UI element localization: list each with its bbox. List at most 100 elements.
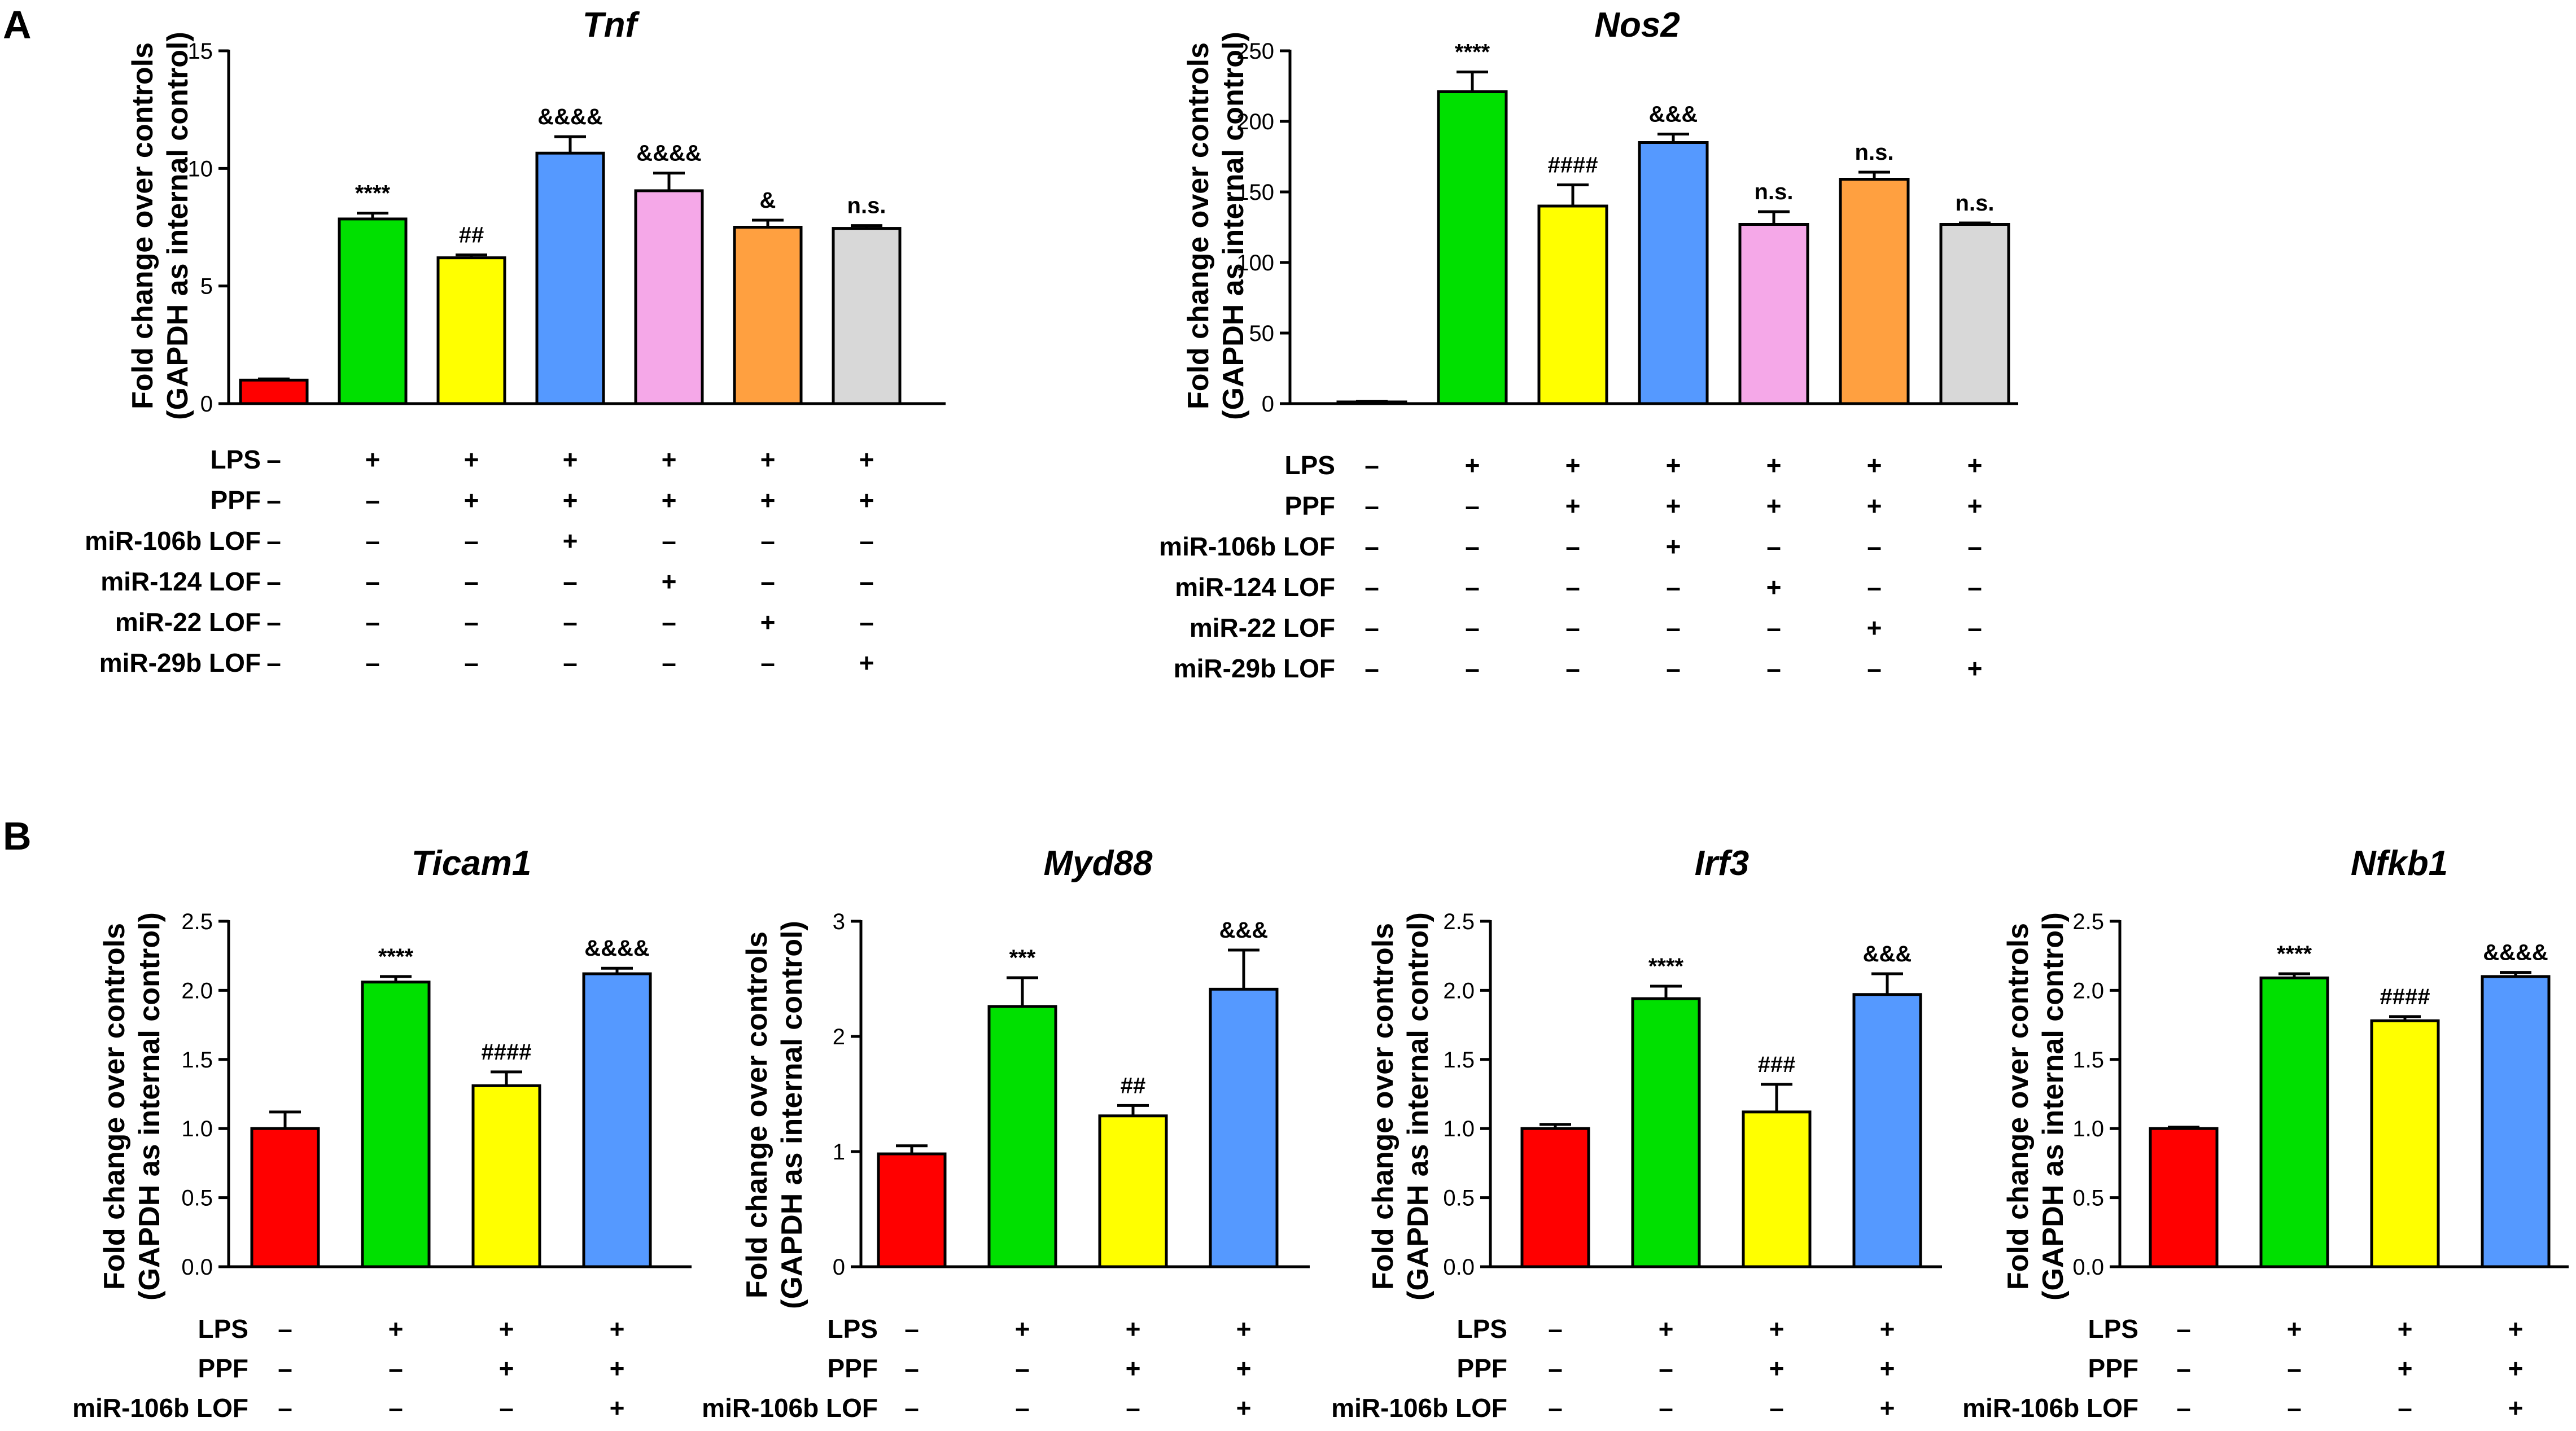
y-tick-label: 1.5 xyxy=(1443,1048,1475,1073)
significance-label: #### xyxy=(2380,984,2430,1009)
condition-label: miR-22 LOF xyxy=(1189,613,1335,642)
condition-sign: + xyxy=(1766,450,1782,480)
condition-label: LPS xyxy=(2088,1314,2138,1344)
condition-sign: + xyxy=(499,1314,514,1344)
condition-sign: – xyxy=(563,567,578,596)
y-tick-label: 1.0 xyxy=(181,1117,213,1141)
condition-sign: + xyxy=(388,1314,404,1344)
condition-sign: + xyxy=(464,445,479,474)
condition-sign: – xyxy=(1465,654,1480,683)
condition-label: PPF xyxy=(2088,1354,2138,1383)
bar xyxy=(2481,975,2551,1268)
y-tick-label: 0 xyxy=(200,392,213,417)
y-tick-label: 1.0 xyxy=(1443,1117,1475,1141)
condition-label: PPF xyxy=(1285,491,1335,520)
y-tick-label: 2.0 xyxy=(181,978,213,1003)
condition-sign: – xyxy=(365,526,380,555)
condition-sign: – xyxy=(1565,613,1580,642)
condition-sign: – xyxy=(464,567,479,596)
condition-sign: – xyxy=(1766,532,1781,561)
condition-sign: + xyxy=(1867,613,1882,642)
y-tick-label: 0.5 xyxy=(181,1186,213,1211)
significance-label: &&&& xyxy=(584,936,650,961)
significance-label: &&&& xyxy=(636,141,702,166)
condition-sign: – xyxy=(904,1393,919,1423)
bar xyxy=(1738,223,1809,405)
bar xyxy=(1939,223,2010,405)
condition-sign: – xyxy=(662,526,676,555)
condition-sign: – xyxy=(859,567,874,596)
condition-sign: – xyxy=(1364,654,1379,683)
y-axis-label: Fold change over controls xyxy=(126,42,159,409)
condition-label: miR-124 LOF xyxy=(100,567,261,596)
condition-sign: – xyxy=(1867,572,1882,602)
condition-sign: + xyxy=(1867,450,1882,480)
condition-sign: – xyxy=(859,526,874,555)
condition-sign: + xyxy=(1769,1314,1785,1344)
condition-sign: – xyxy=(365,648,380,677)
panel-label-b: B xyxy=(3,814,32,858)
condition-sign: + xyxy=(1236,1314,1252,1344)
condition-sign: – xyxy=(563,607,578,637)
y-axis-label: Fold change over controls xyxy=(2002,923,2035,1290)
significance-label: **** xyxy=(2277,942,2312,966)
condition-sign: – xyxy=(2176,1314,2191,1344)
condition-sign: – xyxy=(464,526,479,555)
condition-sign: + xyxy=(1967,654,1983,683)
condition-sign: – xyxy=(1565,654,1580,683)
condition-sign: – xyxy=(904,1354,919,1383)
condition-sign: – xyxy=(278,1354,292,1383)
y-axis-label: (GAPDH as internal control) xyxy=(1217,32,1250,420)
condition-sign: + xyxy=(859,445,874,474)
significance-label: &&& xyxy=(1649,102,1698,127)
y-axis-label: (GAPDH as internal control) xyxy=(776,921,808,1309)
condition-sign: – xyxy=(2287,1354,2302,1383)
condition-sign: – xyxy=(388,1393,403,1423)
condition-sign: + xyxy=(760,607,776,637)
chart-title: Nos2 xyxy=(1594,6,1680,45)
condition-sign: – xyxy=(464,607,479,637)
significance-label: **** xyxy=(378,944,414,969)
y-tick-label: 200 xyxy=(1236,110,1274,134)
y-tick-label: 0.0 xyxy=(181,1255,213,1280)
condition-sign: + xyxy=(563,485,578,515)
condition-sign: – xyxy=(2287,1393,2302,1423)
bar xyxy=(1098,1114,1168,1268)
y-tick-label: 10 xyxy=(188,156,213,181)
chart-irf3: Irf3 Fold change over controls (GAPDH as i… xyxy=(1331,844,1942,1423)
chart-tnf: Tnf Fold change over controls (GAPDH as in… xyxy=(85,6,946,677)
condition-sign: – xyxy=(760,648,775,677)
condition-label: miR-106b LOF xyxy=(72,1393,248,1423)
condition-sign: – xyxy=(1867,654,1882,683)
y-tick-label: 1.0 xyxy=(2072,1117,2104,1141)
significance-label: n.s. xyxy=(847,194,886,218)
bar xyxy=(733,226,803,405)
condition-sign: – xyxy=(1548,1393,1563,1423)
condition-sign: + xyxy=(1236,1354,1252,1383)
significance-label: #### xyxy=(1548,153,1598,178)
condition-sign: + xyxy=(1880,1314,1895,1344)
y-tick-label: 0 xyxy=(833,1255,845,1280)
significance-label: **** xyxy=(355,181,391,206)
y-tick-label: 2.0 xyxy=(2072,978,2104,1003)
condition-label: miR-106b LOF xyxy=(1159,532,1335,561)
condition-sign: – xyxy=(1548,1354,1563,1383)
y-tick-label: 1 xyxy=(833,1140,845,1165)
y-axis-label: Fold change over controls xyxy=(1367,923,1399,1290)
condition-sign: – xyxy=(859,607,874,637)
significance-label: n.s. xyxy=(1755,180,1794,204)
condition-sign: + xyxy=(1766,572,1782,602)
condition-sign: + xyxy=(662,485,677,515)
significance-label: & xyxy=(760,188,776,213)
condition-sign: – xyxy=(266,648,281,677)
significance-label: **** xyxy=(1455,40,1490,65)
y-axis-label: Fold change over controls xyxy=(98,923,131,1290)
significance-label: **** xyxy=(1648,954,1684,979)
condition-sign: + xyxy=(760,485,776,515)
condition-sign: – xyxy=(266,526,281,555)
condition-sign: – xyxy=(365,485,380,515)
y-tick-label: 2.5 xyxy=(2072,909,2104,934)
condition-label: miR-29b LOF xyxy=(1174,654,1335,683)
condition-sign: + xyxy=(563,445,578,474)
condition-sign: – xyxy=(1766,654,1781,683)
